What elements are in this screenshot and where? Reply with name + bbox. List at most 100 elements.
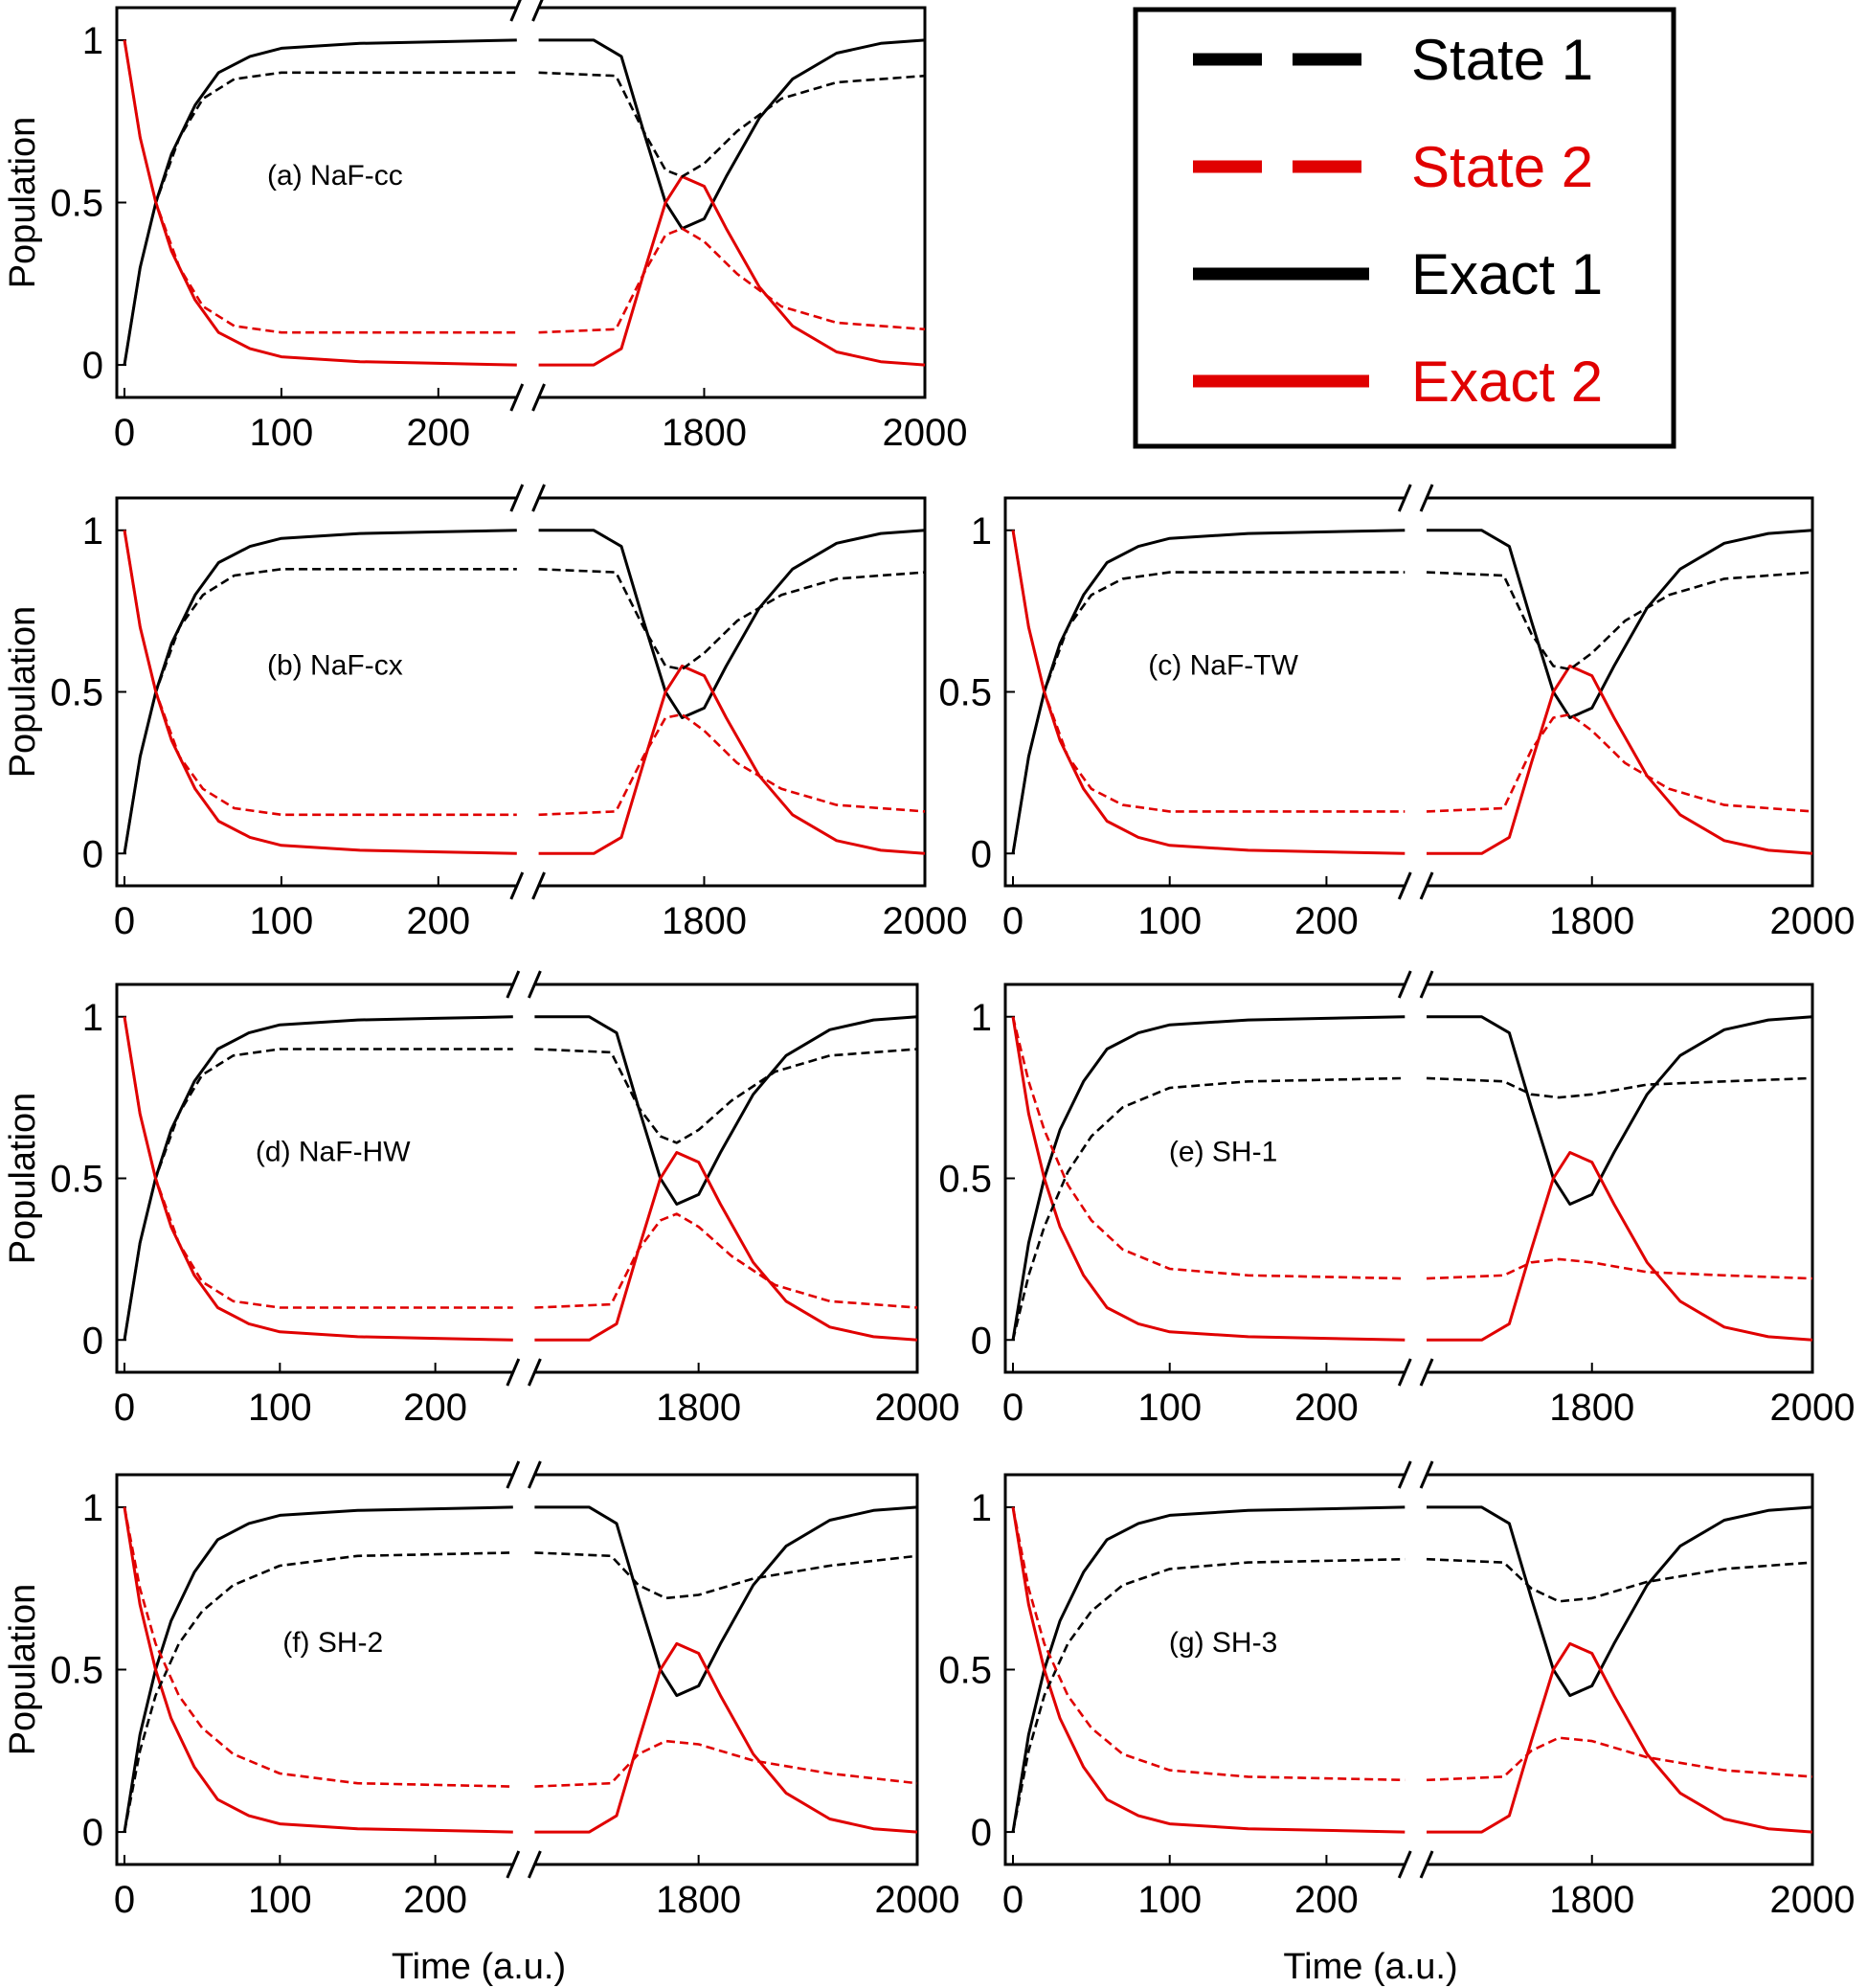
state1-line-seg2 xyxy=(1426,571,1813,671)
x-tick-label: 1800 xyxy=(662,412,747,454)
exact2-line-seg1 xyxy=(1011,530,1406,855)
x-axis-label: Time (a.u.) xyxy=(392,1947,566,1987)
x-tick-label: 200 xyxy=(406,900,470,942)
legend-label-4: Exact 2 xyxy=(1411,350,1603,414)
state1-line-seg2 xyxy=(1426,1557,1813,1603)
panel-1: 0 0.5 1 0 100 200 1800 2000 Population (a) NaF-cc xyxy=(3,0,967,454)
axis-break-gap xyxy=(1405,981,1428,1376)
x-tick-label: 1800 xyxy=(1549,900,1634,942)
axis-break-mark-top xyxy=(1419,970,1434,999)
x-tick-label: 100 xyxy=(1137,900,1202,942)
exact1-line-seg2 xyxy=(1427,1015,1813,1206)
legend-label-1: State 1 xyxy=(1411,28,1593,92)
x-tick-label: 2000 xyxy=(1770,900,1856,942)
y-axis-label: Population xyxy=(3,117,43,289)
axis-break-mark-bottom xyxy=(531,871,546,900)
exact1-line-seg1 xyxy=(1011,1015,1406,1341)
axis-break-mark-bottom xyxy=(509,383,525,412)
y-tick-label: 1 xyxy=(82,1487,103,1529)
state2-line-seg1 xyxy=(123,1016,513,1309)
y-tick-label: 0 xyxy=(82,1812,103,1854)
x-tick-label: 100 xyxy=(250,412,314,454)
y-tick-label: 0 xyxy=(971,833,992,875)
state2-line-seg2 xyxy=(538,712,926,817)
x-tick-label: 0 xyxy=(1002,900,1023,942)
x-tick-label: 2000 xyxy=(875,1387,960,1429)
state2-line-seg2 xyxy=(534,1212,918,1309)
exact1-line-seg1 xyxy=(123,38,517,366)
y-axis-label: Population xyxy=(3,606,43,779)
exact2-line-seg1 xyxy=(123,1506,513,1834)
axis-break-mark-bottom xyxy=(531,383,546,412)
x-tick-label: 1800 xyxy=(656,1387,741,1429)
y-tick-label: 0 xyxy=(82,1320,103,1362)
y-tick-label: 0.5 xyxy=(50,1650,103,1692)
state2-line-seg1 xyxy=(1011,530,1406,813)
x-tick-label: 100 xyxy=(1137,1879,1202,1921)
axis-break-mark-bottom xyxy=(509,871,525,900)
y-tick-label: 1 xyxy=(971,997,992,1039)
exact1-line-seg2 xyxy=(1427,529,1813,719)
exact1-line-seg1 xyxy=(123,1505,513,1833)
state2-line-seg2 xyxy=(538,227,926,334)
axis-break-mark-top xyxy=(509,484,525,512)
axis-break-gap xyxy=(512,981,535,1376)
x-tick-label: 0 xyxy=(1002,1387,1023,1429)
x-tick-label: 2000 xyxy=(875,1879,960,1921)
state2-line-seg1 xyxy=(1011,1506,1406,1782)
exact1-line-seg1 xyxy=(123,529,517,854)
y-tick-label: 1 xyxy=(82,997,103,1039)
exact1-line-seg1 xyxy=(123,1015,513,1341)
axis-break-mark-bottom xyxy=(1397,1850,1412,1879)
exact2-line-seg1 xyxy=(123,530,517,855)
y-tick-label: 0 xyxy=(82,833,103,875)
x-tick-label: 200 xyxy=(1294,1387,1359,1429)
exact2-line-seg2 xyxy=(1427,1151,1813,1342)
x-tick-label: 0 xyxy=(114,900,135,942)
x-tick-label: 100 xyxy=(248,1879,312,1921)
state1-line-seg2 xyxy=(538,568,926,671)
exact1-line-seg2 xyxy=(538,38,926,231)
x-tick-label: 100 xyxy=(250,900,314,942)
exact2-line-seg2 xyxy=(1427,665,1813,855)
axis-break-mark-bottom xyxy=(1419,871,1434,900)
axis-break-mark-top xyxy=(1419,1460,1434,1489)
axis-break-gap xyxy=(1405,1471,1428,1868)
panel-label: (a) NaF-cc xyxy=(267,160,403,192)
x-axis-label: Time (a.u.) xyxy=(1283,1947,1457,1987)
state1-line-seg2 xyxy=(534,1551,918,1600)
panel-4: 0 0.5 1 0 100 200 1800 2000 Population (d) NaF-HW xyxy=(3,970,960,1429)
x-tick-label: 200 xyxy=(1294,900,1359,942)
y-axis-label: Population xyxy=(3,1584,43,1756)
state1-line-seg1 xyxy=(123,1048,513,1341)
state2-line-seg2 xyxy=(534,1739,918,1788)
axis-break-mark-bottom xyxy=(1419,1358,1434,1387)
x-tick-label: 200 xyxy=(403,1387,467,1429)
state1-line-seg2 xyxy=(538,71,926,178)
axis-break-mark-top xyxy=(528,1460,542,1489)
axis-break-mark-bottom xyxy=(1397,871,1412,900)
exact1-line-seg2 xyxy=(534,1015,918,1206)
axis-break-mark-bottom xyxy=(1397,1358,1412,1387)
axis-break-gap xyxy=(1405,494,1428,890)
state2-line-seg1 xyxy=(123,39,517,334)
x-tick-label: 200 xyxy=(406,412,470,454)
y-tick-label: 0 xyxy=(82,345,103,387)
y-tick-label: 1 xyxy=(82,510,103,553)
panel-label: (b) NaF-cx xyxy=(267,649,403,681)
x-tick-label: 1800 xyxy=(656,1879,741,1921)
y-tick-label: 0.5 xyxy=(938,1650,992,1692)
panel-label: (f) SH-2 xyxy=(282,1627,383,1659)
axis-break-gap xyxy=(512,1471,535,1868)
legend: State 1 State 2 Exact 1 Exact 2 xyxy=(1133,7,1676,449)
axis-break-mark-bottom xyxy=(528,1850,542,1879)
state1-line-seg1 xyxy=(123,71,517,366)
x-tick-label: 1800 xyxy=(1549,1879,1634,1921)
state1-line-seg1 xyxy=(1011,1557,1406,1833)
state1-line-seg1 xyxy=(123,568,517,854)
state1-line-seg1 xyxy=(1011,1076,1406,1341)
panel-label: (e) SH-1 xyxy=(1169,1136,1277,1167)
state2-line-seg1 xyxy=(123,1506,513,1788)
y-tick-label: 0.5 xyxy=(938,1159,992,1201)
